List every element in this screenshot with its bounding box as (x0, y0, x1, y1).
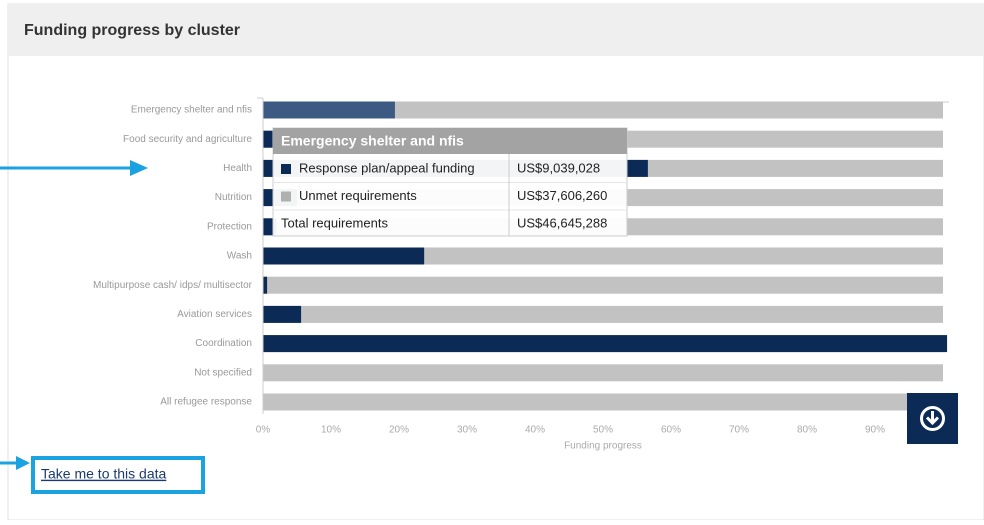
link-box (31, 456, 205, 494)
bar (263, 101, 395, 119)
x-tick-label: 0% (256, 425, 271, 436)
x-tick-label: 40% (525, 425, 545, 436)
tooltip-value: US$46,645,288 (517, 215, 607, 230)
track (263, 364, 943, 382)
tooltip-label: Unmet requirements (299, 188, 417, 203)
track (263, 276, 943, 294)
category-label: Food security and agriculture (123, 134, 252, 145)
category-label: Coordination (195, 338, 252, 349)
x-tick-label: 70% (729, 425, 749, 436)
tooltip-value: US$37,606,260 (517, 188, 607, 203)
x-tick-label: 60% (661, 425, 681, 436)
category-label: Aviation services (177, 309, 252, 320)
bar (263, 305, 302, 323)
bar (263, 247, 425, 265)
track (263, 101, 943, 119)
tooltip-value: US$9,039,028 (517, 160, 600, 175)
bar (263, 276, 268, 294)
category-label: Emergency shelter and nfis (131, 105, 252, 116)
x-axis-title: Funding progress (564, 441, 642, 452)
category-label: Protection (207, 221, 252, 232)
x-tick-label: 50% (593, 425, 613, 436)
tooltip: Emergency shelter and nfis Response plan/… (272, 127, 628, 237)
category-label: Health (223, 163, 252, 174)
category-label: Not specified (194, 367, 252, 378)
track (263, 247, 943, 265)
x-tick-label: 30% (457, 425, 477, 436)
legend-swatch (281, 191, 291, 202)
panel-header (8, 4, 984, 56)
x-tick-label: 10% (321, 425, 341, 436)
pointer-arrow-head (130, 160, 148, 176)
track (263, 305, 943, 323)
x-tick-label: 80% (797, 425, 817, 436)
tooltip-label: Total requirements (281, 215, 388, 230)
category-label: Nutrition (215, 192, 252, 203)
tooltip-title: Emergency shelter and nfis (281, 133, 464, 149)
download-icon (920, 406, 945, 431)
tooltip-label: Response plan/appeal funding (299, 160, 475, 175)
download-arrow (925, 411, 940, 426)
data-link[interactable]: Take me to this data (41, 466, 167, 482)
x-tick-label: 20% (389, 425, 409, 436)
legend-swatch (281, 164, 291, 174)
bar (263, 335, 948, 353)
pointer-arrow-head (16, 456, 30, 470)
panel-title: Funding progress by cluster (24, 22, 240, 39)
tooltip-header (273, 128, 627, 154)
x-tick-label: 90% (865, 425, 885, 436)
category-label: Wash (227, 251, 252, 262)
category-label: All refugee response (160, 397, 252, 408)
track (263, 393, 943, 411)
category-label: Multipurpose cash/ idps/ multisector (93, 280, 253, 291)
